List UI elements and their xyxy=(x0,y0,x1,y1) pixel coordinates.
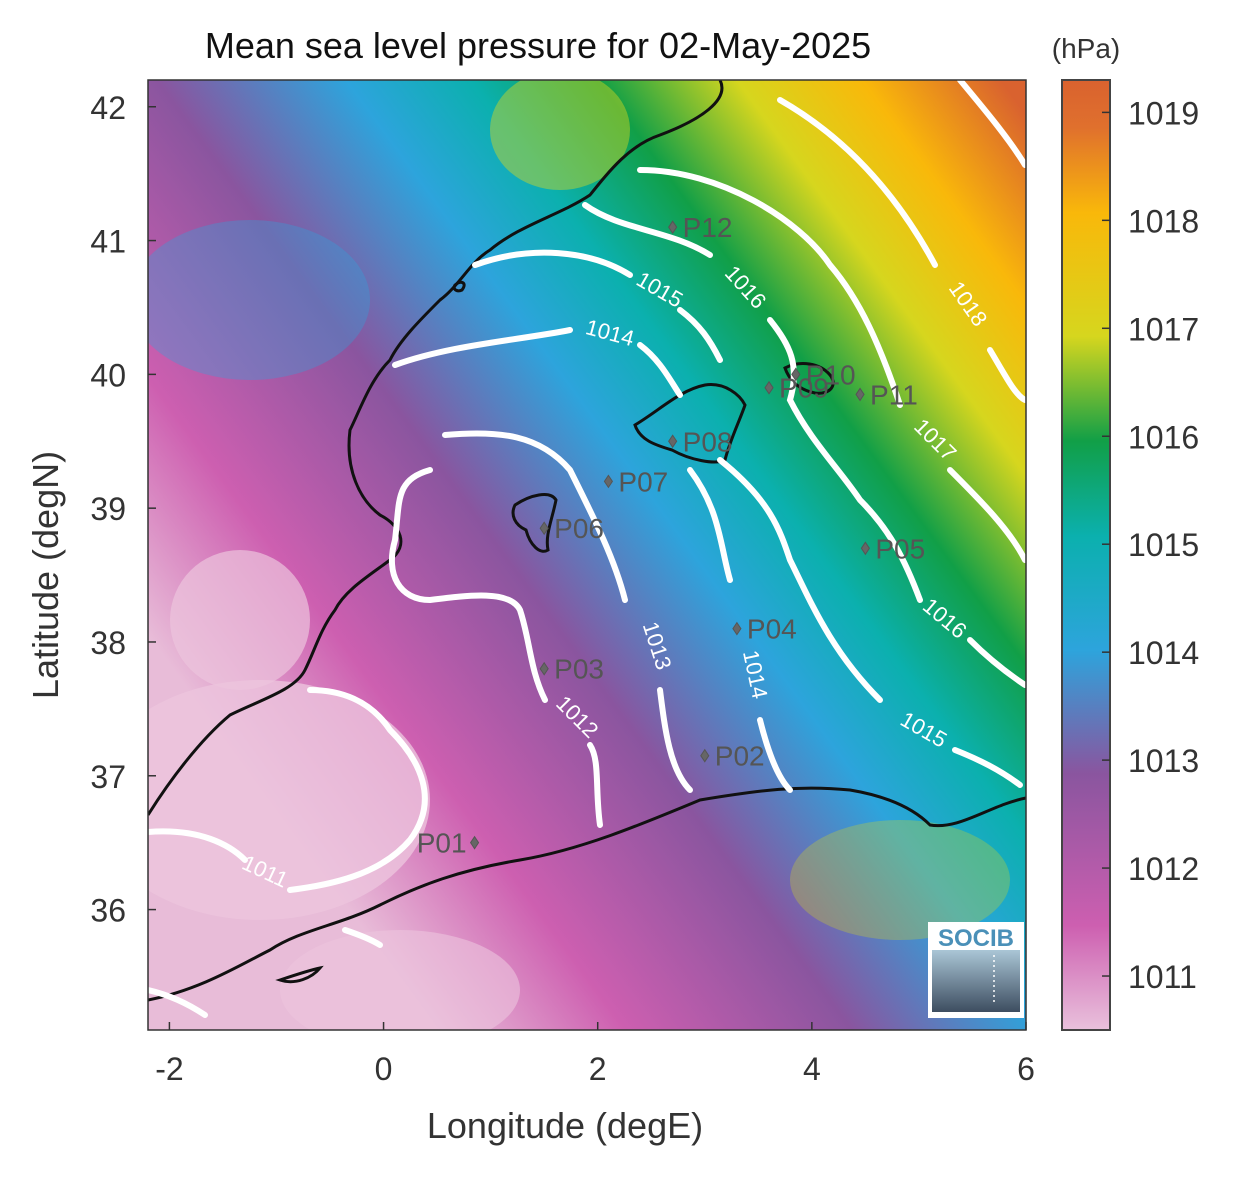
station-marker[interactable] xyxy=(764,380,774,395)
isobar-1017 xyxy=(637,167,1026,563)
colorbar-unit: (hPa) xyxy=(1052,33,1120,64)
isobar-1011 xyxy=(342,927,383,948)
station-label: P08 xyxy=(683,426,733,457)
y-tick-label: 40 xyxy=(90,357,126,393)
isobar-1015 xyxy=(472,249,723,363)
coastline xyxy=(148,80,1026,1002)
y-axis-ticks: 42 41 40 39 38 37 36 xyxy=(90,90,156,929)
station-label: P01 xyxy=(417,828,467,859)
colorbar-tick-label: 1012 xyxy=(1128,851,1199,887)
station-marker[interactable] xyxy=(855,387,865,402)
socib-logo-text: SOCIB xyxy=(938,925,1014,952)
colorbar-tick-label: 1013 xyxy=(1128,743,1199,779)
x-tick-label: 0 xyxy=(375,1051,393,1087)
x-axis-label: Longitude (degE) xyxy=(427,1105,703,1146)
isobar-1011 xyxy=(148,987,208,1018)
low-pressure-patch xyxy=(148,680,430,920)
x-tick-label: 4 xyxy=(803,1051,821,1087)
isobar-1013 xyxy=(442,430,693,793)
station-marker[interactable] xyxy=(732,621,742,636)
isobar-1018 xyxy=(777,97,1026,403)
x-tick-label: 2 xyxy=(589,1051,607,1087)
station-marker[interactable] xyxy=(700,748,710,763)
station-marker[interactable] xyxy=(668,434,678,449)
station-marker[interactable] xyxy=(668,220,678,235)
station-label: P02 xyxy=(715,741,765,772)
station-marker[interactable] xyxy=(539,521,549,536)
x-tick-label: -2 xyxy=(155,1051,183,1087)
isobar-1011 xyxy=(148,687,428,893)
low-pressure-patch xyxy=(280,930,520,1030)
colorbar-ticks: 1019 1018 1017 1016 1015 1014 1013 1012 1011 xyxy=(1102,95,1199,995)
y-tick-label: 38 xyxy=(90,625,126,661)
map-title: Mean sea level pressure for 02-May-2025 xyxy=(205,25,871,66)
station-label: P07 xyxy=(618,466,668,497)
low-pressure-patch xyxy=(170,550,310,690)
isobar-1015 xyxy=(717,457,1023,788)
colorbar-tick-label: 1016 xyxy=(1128,419,1199,455)
isobar-1014 xyxy=(392,327,683,398)
station-label: P10 xyxy=(806,359,856,390)
colorbar: (hPa) 1019101810171016101510141013101210… xyxy=(1052,33,1199,1031)
y-tick-label: 36 xyxy=(90,893,126,929)
y-tick-label: 37 xyxy=(90,759,126,795)
land-tint xyxy=(790,820,1010,940)
station-marker[interactable] xyxy=(603,474,614,489)
colorbar-tick-label: 1017 xyxy=(1128,311,1199,347)
isobar-lines xyxy=(148,80,1026,1018)
station-label: P06 xyxy=(554,513,604,544)
socib-logo: SOCIB xyxy=(928,922,1024,1018)
station-label: P03 xyxy=(554,654,604,685)
y-tick-label: 42 xyxy=(90,90,126,126)
isobar-1014 xyxy=(687,467,793,793)
land-tint xyxy=(148,220,370,380)
colorbar-tick-label: 1014 xyxy=(1128,635,1199,671)
colorbar-gradient xyxy=(1061,79,1111,1031)
colorbar-tick-label: 1019 xyxy=(1128,95,1199,131)
isobar-1012 xyxy=(388,467,603,828)
land-tint xyxy=(490,80,630,190)
isobar-1019 xyxy=(957,80,1026,168)
station-label: P11 xyxy=(870,379,918,410)
station-label: P05 xyxy=(875,533,925,564)
colorbar-tick-label: 1018 xyxy=(1128,203,1199,239)
x-axis-ticks: -2 0 2 4 6 xyxy=(155,1022,1035,1087)
station-label: P12 xyxy=(683,212,733,243)
isobar-1016 xyxy=(582,202,1026,688)
y-tick-label: 41 xyxy=(90,224,126,260)
station-label: P09 xyxy=(779,373,829,404)
map-frame xyxy=(147,79,1027,1031)
station-marker[interactable] xyxy=(469,835,480,850)
station-marker[interactable] xyxy=(860,541,870,556)
colorbar-tick-label: 1015 xyxy=(1128,527,1199,563)
y-axis-label: Latitude (degN) xyxy=(25,451,66,699)
x-tick-label: 6 xyxy=(1017,1051,1035,1087)
map-area[interactable]: 1011 1012 1013 1014 1014 1015 1015 1016 … xyxy=(90,70,1026,1050)
station-marker[interactable] xyxy=(791,367,801,382)
y-tick-label: 39 xyxy=(90,491,126,527)
station-marker[interactable] xyxy=(539,661,549,676)
colorbar-tick-label: 1011 xyxy=(1128,959,1197,995)
station-label: P04 xyxy=(747,614,797,645)
